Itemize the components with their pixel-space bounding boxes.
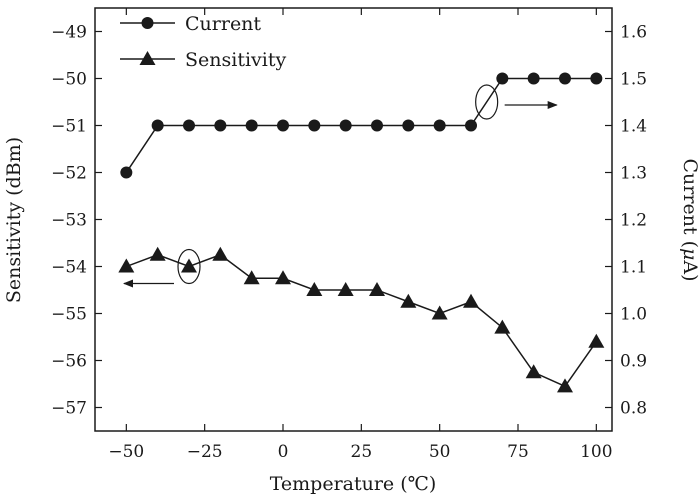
x-axis-ticks: −50 −25 0 25 50 75 100	[108, 8, 613, 462]
legend-sensitivity-label: Sensitivity	[185, 49, 286, 71]
sensitivity-point	[463, 293, 479, 308]
left-y-axis-title: Sensitivity (dBm)	[3, 137, 25, 303]
sensitivity-point	[149, 246, 166, 261]
sensitivity-point	[212, 246, 229, 261]
current-point	[590, 72, 603, 85]
sensitivity-point	[494, 319, 511, 334]
left-y-tick-label: −50	[51, 70, 87, 90]
current-point	[496, 72, 509, 85]
current-series-line	[125, 77, 597, 173]
sensitivity-point	[557, 378, 573, 393]
sensitivity-point	[181, 258, 197, 273]
annotation-layer	[123, 84, 558, 288]
x-tick-label: 100	[580, 442, 612, 462]
x-tick-label: −25	[187, 442, 223, 462]
right-y-tick-label: 0.8	[620, 399, 647, 419]
sensitivity-point	[243, 270, 260, 285]
left-y-tick-label: −56	[51, 352, 87, 372]
current-point	[277, 119, 289, 132]
right-y-tick-label: 1.2	[620, 211, 647, 231]
sensitivity-point	[369, 282, 385, 296]
sensitivity-point	[400, 293, 417, 308]
series-layer	[118, 72, 605, 393]
current-point	[308, 119, 321, 132]
left-y-tick-label: −49	[51, 23, 87, 43]
x-tick-label: −50	[108, 442, 144, 462]
current-point	[183, 119, 195, 132]
current-point	[214, 119, 227, 132]
right-y-tick-label: 1.1	[620, 258, 647, 278]
sensitivity-point	[118, 258, 135, 273]
left-y-axis-ticks: −57 −56 −55 −54 −53 −52 −51 −50 −49	[51, 23, 102, 419]
legend-current-marker	[141, 17, 154, 29]
current-point	[559, 72, 571, 85]
current-point	[339, 119, 352, 132]
right-y-axis-title-mu: μ	[679, 248, 700, 260]
right-y-tick-label: 1.0	[620, 305, 647, 325]
sensitivity-series-line	[126, 253, 597, 388]
current-point	[245, 119, 258, 132]
legend-current-label: Current	[185, 13, 261, 35]
right-y-axis-ticks: 0.8 0.9 1.0 1.1 1.2 1.3 1.4 1.5 1.6	[605, 23, 647, 419]
x-tick-label: 0	[278, 442, 289, 462]
current-annotation-ellipse	[475, 84, 499, 120]
right-y-tick-label: 1.6	[620, 23, 647, 43]
left-y-tick-label: −54	[51, 258, 87, 278]
legend-sensitivity-marker	[139, 51, 156, 65]
sensitivity-annotation-ellipse	[177, 248, 201, 285]
x-axis-title: Temperature (℃)	[270, 473, 437, 495]
x-tick-label: 75	[507, 442, 529, 462]
sensitivity-point	[306, 282, 323, 296]
current-point	[433, 119, 446, 132]
right-y-tick-label: 1.4	[620, 117, 647, 137]
x-tick-label: 50	[429, 442, 451, 462]
current-point	[151, 119, 164, 132]
left-y-tick-label: −57	[51, 399, 87, 419]
right-y-tick-label: 1.5	[620, 70, 647, 90]
right-y-axis-title: Current (μA)	[679, 158, 700, 281]
sensitivity-point	[337, 282, 354, 296]
current-point	[120, 166, 133, 179]
left-y-tick-label: −53	[51, 211, 87, 231]
sensitivity-point	[275, 270, 291, 285]
current-point	[465, 119, 477, 132]
sensitivity-point	[525, 364, 542, 379]
left-y-tick-label: −55	[51, 305, 87, 325]
sensitivity-point	[431, 305, 448, 320]
left-y-tick-label: −51	[51, 117, 87, 137]
right-y-tick-label: 1.3	[620, 164, 647, 184]
current-point	[527, 72, 540, 85]
current-point	[402, 119, 415, 132]
right-y-tick-label: 0.9	[620, 352, 647, 372]
right-y-axis-title-suffix: A)	[679, 259, 700, 281]
x-tick-label: 25	[351, 442, 373, 462]
legend: Current Sensitivity	[120, 13, 286, 71]
left-y-tick-label: −52	[51, 164, 87, 184]
right-y-axis-title-prefix: Current (	[679, 158, 700, 248]
sensitivity-point	[588, 333, 605, 348]
current-point	[371, 119, 383, 132]
